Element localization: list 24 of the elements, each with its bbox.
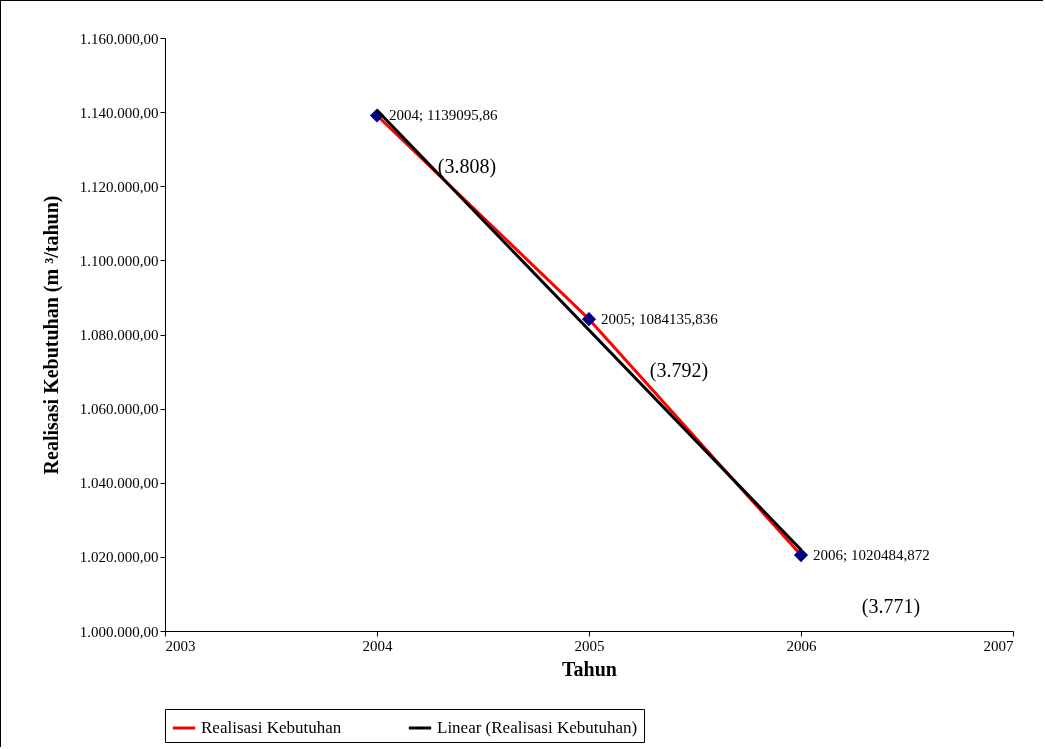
data-label: 2004; 1139095,86 <box>389 107 499 124</box>
y-tick-label: 1.140.000,00 <box>79 104 159 121</box>
y-tick-label: 1.080.000,00 <box>79 327 159 343</box>
x-tick-label: 2003 <box>165 637 196 654</box>
x-tick-label: 2007 <box>983 637 1014 654</box>
legend-label: Linear (Realisasi Kebutuhan) <box>437 718 638 737</box>
annotation: (3.771) <box>861 595 921 619</box>
y-tick-label: 1.160.000,00 <box>79 30 159 47</box>
data-label: 2006; 1020484,872 <box>813 547 930 564</box>
y-tick-label: 1.040.000,00 <box>79 475 159 492</box>
x-tick-label: 2006 <box>786 637 817 654</box>
y-tick-label: 1.000.000,00 <box>79 623 159 640</box>
y-tick-label: 1.120.000,00 <box>79 178 159 195</box>
annotation: (3.792) <box>649 359 709 383</box>
y-tick-label: 1.060.000,00 <box>79 401 159 418</box>
annotation: (3.808) <box>437 155 497 179</box>
y-tick-label: 1.020.000,00 <box>79 549 159 566</box>
x-axis-title: Tahun <box>562 657 617 680</box>
y-tick-label: 1.100.000,00 <box>79 252 159 269</box>
legend-label: Realisasi Kebutuhan <box>201 718 342 737</box>
data-label: 2005; 1084135,836 <box>601 311 719 328</box>
x-tick-label: 2004 <box>362 637 393 654</box>
y-axis-title: Realisasi Kebutuhan (m ³/tahun) <box>39 195 63 475</box>
x-tick-label: 2005 <box>574 637 605 654</box>
